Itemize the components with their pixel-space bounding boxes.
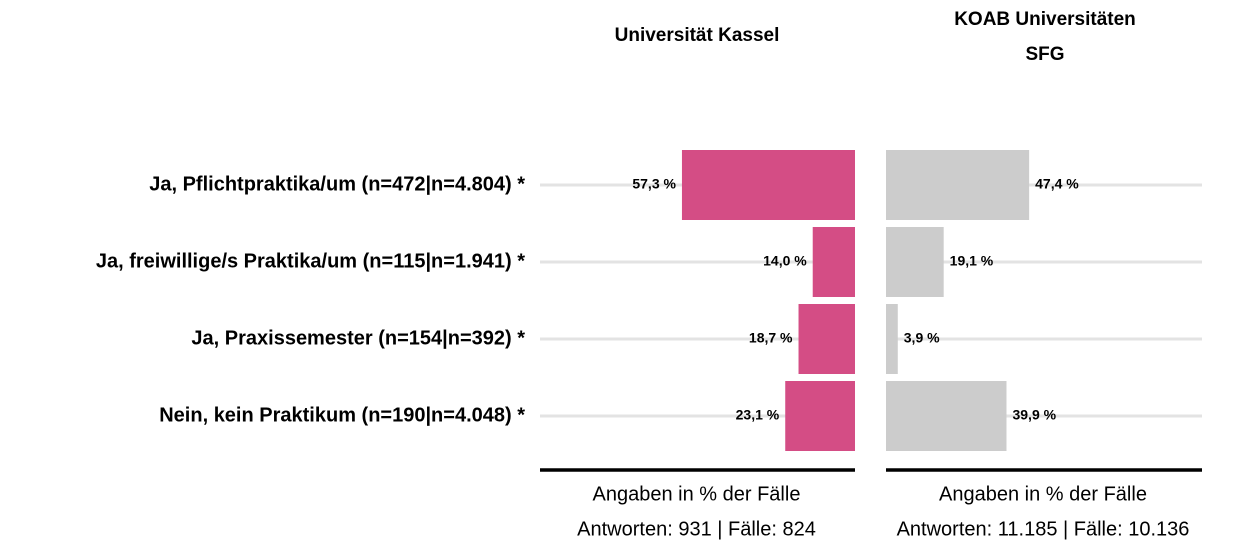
panel-footer: Antworten: 11.185 | Fälle: 10.136 [897, 518, 1190, 540]
category-label: Ja, freiwillige/s Praktika/um (n=115|n=1… [96, 250, 525, 272]
bar [812, 227, 855, 297]
bar [886, 150, 1030, 220]
panel-footer: Angaben in % der Fälle [939, 483, 1147, 505]
value-label: 57,3 % [632, 176, 676, 192]
bar [886, 304, 898, 374]
bar [886, 381, 1007, 451]
value-label: 23,1 % [736, 407, 780, 423]
value-label: 14,0 % [763, 253, 807, 269]
panel-footer: Antworten: 931 | Fälle: 824 [577, 518, 816, 540]
bar [785, 381, 855, 451]
category-label: Ja, Praxissemester (n=154|n=392) * [191, 327, 525, 349]
bar [798, 304, 855, 374]
panel-title: KOAB Universitäten SFG [954, 9, 1136, 65]
bar [886, 227, 944, 297]
panel-footer: Angaben in % der Fälle [593, 483, 801, 505]
value-label: 47,4 % [1035, 176, 1079, 192]
value-label: 19,1 % [950, 253, 994, 269]
category-label: Ja, Pflichtpraktika/um (n=472|n=4.804) * [149, 173, 525, 195]
value-label: 18,7 % [749, 330, 793, 346]
value-label: 39,9 % [1012, 407, 1056, 423]
category-label: Nein, kein Praktikum (n=190|n=4.048) * [159, 404, 525, 426]
value-label: 3,9 % [904, 330, 940, 346]
panel-title: Universität Kassel [614, 25, 780, 46]
bar [681, 150, 855, 220]
